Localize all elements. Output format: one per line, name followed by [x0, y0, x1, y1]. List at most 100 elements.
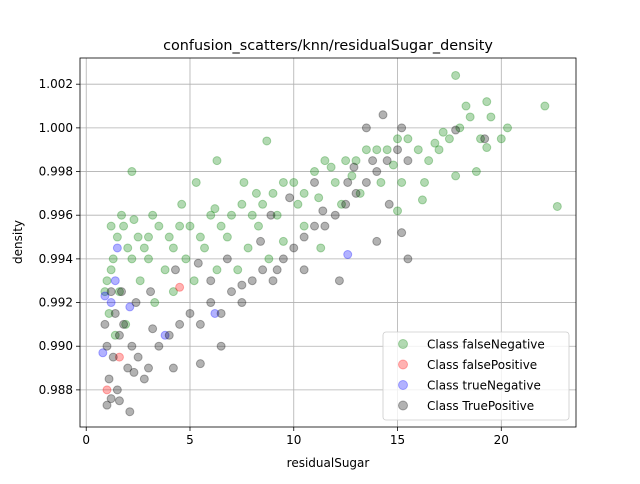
data-point: [552, 201, 562, 211]
data-point: [272, 210, 282, 220]
data-point: [482, 143, 492, 153]
legend-label: Class trueNegative: [427, 379, 541, 393]
data-point: [168, 243, 178, 253]
data-point: [368, 156, 378, 166]
data-point: [278, 254, 288, 264]
data-point: [486, 112, 496, 122]
data-point: [351, 188, 361, 198]
data-point: [268, 188, 278, 198]
data-point: [272, 265, 282, 275]
data-point: [247, 210, 257, 220]
data-point: [110, 276, 120, 286]
data-point: [210, 308, 220, 318]
data-point: [258, 199, 268, 209]
data-point: [127, 254, 137, 264]
data-point: [347, 171, 357, 181]
data-point: [112, 385, 122, 395]
data-point: [216, 341, 226, 351]
data-point: [175, 319, 185, 329]
data-point: [123, 363, 133, 373]
data-point: [133, 352, 143, 362]
data-point: [341, 156, 351, 166]
data-point: [206, 276, 216, 286]
data-point: [403, 134, 413, 144]
series-class-truepositive: [100, 110, 490, 417]
x-tick-label: 15: [390, 433, 405, 447]
data-point: [143, 363, 153, 373]
legend-label: Class TruePositive: [427, 399, 534, 413]
data-point: [146, 287, 156, 297]
y-tick-label: 0.990: [39, 339, 73, 353]
data-point: [326, 162, 336, 172]
data-point: [299, 232, 309, 242]
data-point: [403, 156, 413, 166]
data-point: [384, 199, 394, 209]
x-tick-label: 10: [286, 433, 301, 447]
data-point: [106, 394, 116, 404]
x-axis-label: residualSugar: [287, 456, 370, 470]
data-point: [293, 199, 303, 209]
data-point: [189, 276, 199, 286]
data-point: [233, 265, 243, 275]
data-point: [361, 177, 371, 187]
data-point: [150, 298, 160, 308]
data-point: [393, 145, 403, 155]
data-point: [253, 221, 263, 231]
data-point: [341, 199, 351, 209]
data-point: [480, 134, 490, 144]
data-point: [471, 167, 481, 177]
y-tick-label: 1.002: [39, 77, 73, 91]
data-point: [403, 254, 413, 264]
data-point: [110, 330, 120, 340]
data-point: [299, 188, 309, 198]
data-point: [164, 232, 174, 242]
data-point: [127, 167, 137, 177]
data-point: [160, 330, 170, 340]
data-point: [102, 341, 112, 351]
data-point: [102, 400, 112, 410]
x-axis-ticks: 0 5 10 15 20: [82, 427, 509, 447]
data-point: [310, 167, 320, 177]
data-point: [168, 287, 178, 297]
data-point: [451, 125, 461, 135]
y-axis-ticks: 0.988 0.990 0.992 0.994 0.996 0.998 1.000 1.002: [39, 77, 80, 397]
legend: Class falseNegative Class falsePositive Cl…: [382, 331, 570, 421]
data-point: [334, 276, 344, 286]
data-point: [310, 221, 320, 231]
data-point: [237, 199, 247, 209]
data-point: [148, 324, 158, 334]
y-tick-label: 0.996: [39, 208, 73, 222]
data-point: [316, 243, 326, 253]
data-point: [310, 177, 320, 187]
data-point: [393, 134, 403, 144]
y-tick-label: 0.994: [39, 252, 73, 266]
data-point: [110, 308, 120, 318]
data-point: [121, 319, 131, 329]
data-point: [343, 250, 353, 260]
data-point: [168, 363, 178, 373]
data-point: [195, 319, 205, 329]
data-point: [482, 97, 492, 107]
series-class-falsenegative: [100, 70, 562, 340]
data-point: [251, 188, 261, 198]
data-point: [191, 177, 201, 187]
data-point: [100, 291, 110, 301]
data-point: [112, 232, 122, 242]
y-tick-label: 0.988: [39, 383, 73, 397]
data-point: [222, 232, 232, 242]
data-point: [451, 70, 461, 80]
data-point: [289, 243, 299, 253]
data-point: [106, 265, 116, 275]
data-point: [129, 215, 139, 225]
data-point: [102, 385, 112, 395]
data-point: [330, 177, 340, 187]
data-point: [227, 287, 236, 297]
data-point: [318, 206, 328, 216]
data-point: [314, 193, 324, 203]
data-point: [262, 136, 272, 146]
data-point: [372, 145, 382, 155]
data-point: [289, 177, 299, 187]
data-point: [216, 221, 226, 231]
data-point: [320, 221, 330, 231]
data-point: [104, 374, 114, 384]
